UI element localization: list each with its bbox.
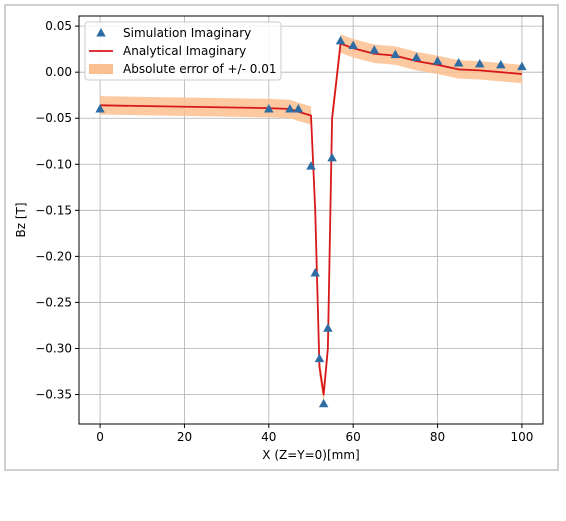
simulation-point <box>369 45 380 54</box>
x-tick-label: 20 <box>177 430 192 444</box>
simulation-point <box>306 161 316 170</box>
y-tick-label: −0.20 <box>35 249 72 263</box>
x-tick-label: 100 <box>510 430 533 444</box>
simulation-point <box>285 104 295 113</box>
x-tick-label: 60 <box>346 430 361 444</box>
x-axis-label: X (Z=Y=0)[mm] <box>262 448 359 462</box>
axis-ticks: 0 20 40 60 80 100 0.05 0.00 −0.05 −0.10 −0.15 −0.20… <box>35 19 533 444</box>
y-tick-label: −0.15 <box>35 203 72 217</box>
figure-frame <box>4 4 559 471</box>
simulation-point <box>496 59 506 69</box>
simulation-point <box>411 52 422 61</box>
simulation-point <box>390 49 401 59</box>
simulation-point <box>318 398 329 408</box>
simulation-point <box>264 104 274 113</box>
y-tick-label: −0.35 <box>35 388 72 402</box>
legend-box <box>84 21 282 81</box>
simulation-point <box>432 56 443 65</box>
simulation-point <box>314 353 325 363</box>
error-band-layer <box>100 34 522 404</box>
y-tick-label: 0.05 <box>45 19 72 33</box>
y-tick-label: −0.30 <box>35 341 72 355</box>
simulation-points-layer <box>95 35 527 408</box>
x-tick-label: 40 <box>261 430 276 444</box>
legend-swatch-triangle <box>96 28 106 37</box>
legend-label: Absolute error of +/- 0.01 <box>123 62 276 76</box>
simulation-point <box>327 152 337 162</box>
simulation-point <box>95 104 105 113</box>
simulation-point <box>310 267 320 277</box>
y-tick-label: −0.10 <box>35 157 72 171</box>
simulation-point <box>335 35 346 45</box>
simulation-point <box>348 40 358 49</box>
plot-area-border <box>78 15 544 425</box>
y-axis-label: Bz [T] <box>14 202 28 237</box>
y-tick-label: −0.25 <box>35 295 72 309</box>
error-band-area <box>100 34 522 404</box>
simulation-point <box>323 323 333 332</box>
simulation-point <box>293 104 304 113</box>
legend-swatch-patch <box>89 64 113 74</box>
x-tick-label: 0 <box>96 430 104 444</box>
y-tick-label: 0.00 <box>45 65 72 79</box>
simulation-point <box>517 61 527 71</box>
legend: Simulation Imaginary Analytical Imaginary… <box>84 21 282 81</box>
analytical-line <box>100 42 522 396</box>
y-tick-label: −0.05 <box>35 111 72 125</box>
simulation-point <box>474 58 485 68</box>
x-tick-label: 80 <box>430 430 445 444</box>
simulation-point <box>453 57 464 67</box>
legend-label: Analytical Imaginary <box>123 44 246 58</box>
legend-label: Simulation Imaginary <box>123 26 251 40</box>
analytical-line-layer <box>100 42 522 396</box>
